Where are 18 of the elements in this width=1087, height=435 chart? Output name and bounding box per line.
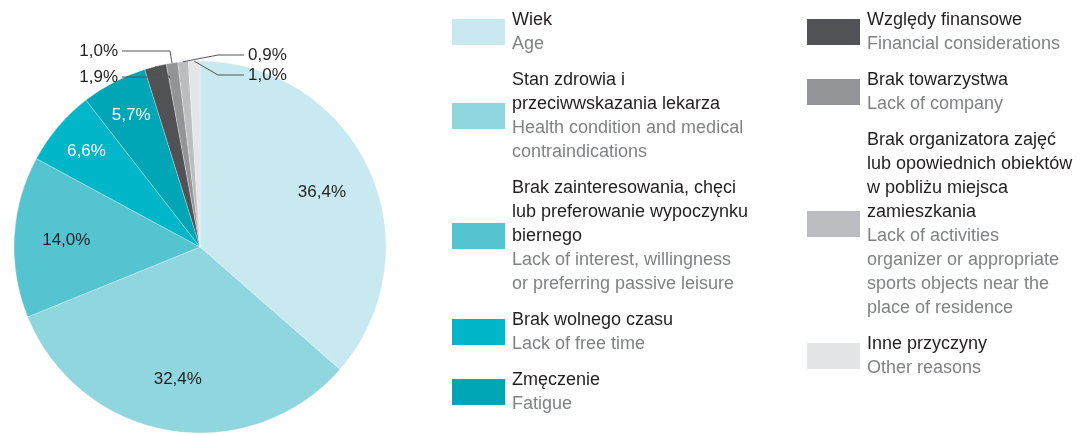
legend-label: Wiek Age [512,9,553,53]
legend-label: Brak zainteresowania, chęci lub preferowanie wypoczynku biernego Lack of interest, willingness or preferring passive leisure [512,177,749,293]
data-label: 1,0% [248,65,287,84]
legend-label: Inne przyczyny Other reasons [867,333,988,377]
legend-label: Brak wolnego czasu Lack of free time [512,309,674,353]
legend-label: Stan zdrowia i przeciwwskazania lekarza Health condition and medical contraindications [512,69,744,161]
data-label: 5,7% [111,105,151,125]
legend-label: Względy finansowe Financial considerations [867,9,1061,53]
data-label: 1,9% [79,67,118,86]
data-label: 1,0% [79,41,118,60]
legend-label: Brak organizatora zajęć lub opowiednich obiektów w pobliżu miejsca zamieszkania Lack of activities organizer or appropriate sports objects near the place of residence [866,129,1074,317]
legend-label: Zmęczenie Fatigue [512,369,601,413]
data-label: 14,0% [42,229,91,249]
legend-label: Brak towarzystwa Lack of company [867,69,1010,113]
data-label: 6,6% [67,140,106,160]
data-label: 32,4% [153,369,202,389]
data-label: 0,9% [248,45,287,64]
data-label: 36,4% [297,181,347,201]
